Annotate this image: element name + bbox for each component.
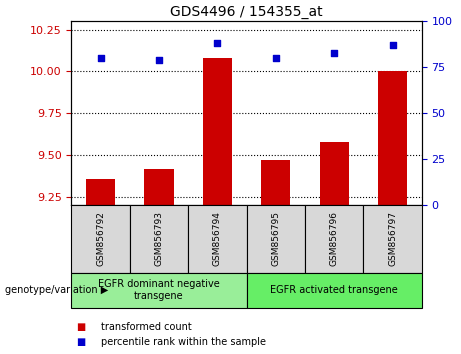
Bar [71,205,130,273]
Bar [71,273,247,308]
Bar [86,178,115,205]
Bar [144,169,174,205]
Point [155,57,163,63]
Bar [203,58,232,205]
Text: GSM856796: GSM856796 [330,211,339,267]
Text: ■: ■ [76,322,85,332]
Bar [188,205,247,273]
Text: EGFR dominant negative
transgene: EGFR dominant negative transgene [98,279,220,301]
Point [331,50,338,55]
Bar [261,160,290,205]
Point [214,40,221,46]
Bar [319,142,349,205]
Bar [305,205,363,273]
Bar [247,205,305,273]
Text: GSM856795: GSM856795 [272,211,280,267]
Bar [130,205,188,273]
Title: GDS4496 / 154355_at: GDS4496 / 154355_at [170,5,323,19]
Text: genotype/variation ▶: genotype/variation ▶ [5,285,108,295]
Text: GSM856794: GSM856794 [213,211,222,267]
Text: percentile rank within the sample: percentile rank within the sample [101,337,266,347]
Bar [378,72,407,205]
Text: GSM856797: GSM856797 [388,211,397,267]
Text: EGFR activated transgene: EGFR activated transgene [270,285,398,295]
Point [272,55,279,61]
Text: ■: ■ [76,337,85,347]
Text: GSM856793: GSM856793 [154,211,164,267]
Text: transformed count: transformed count [101,322,192,332]
Bar [247,273,422,308]
Text: GSM856792: GSM856792 [96,211,105,267]
Bar [363,205,422,273]
Point [389,42,396,48]
Point [97,55,104,61]
